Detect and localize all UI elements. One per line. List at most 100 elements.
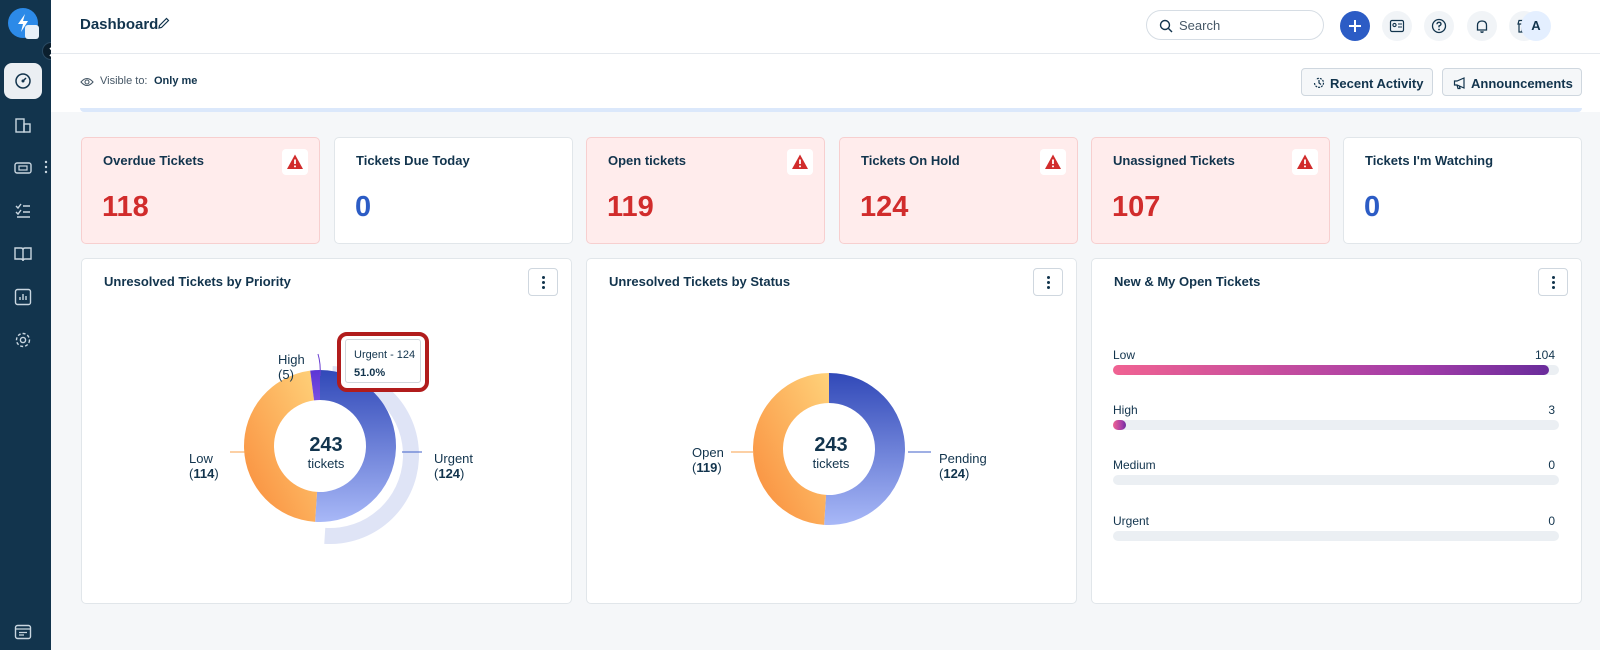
priority-donut — [244, 366, 420, 544]
bar-label: Urgent — [1113, 514, 1150, 528]
tooltip-percent: 51.0% — [354, 367, 386, 379]
slice-low[interactable] — [244, 370, 318, 522]
help-button[interactable] — [1424, 11, 1454, 41]
tasks-icon — [15, 203, 30, 218]
open-tickets-title: New & My Open Tickets — [1114, 274, 1261, 289]
sidebar-item-settings[interactable] — [4, 322, 42, 358]
sidebar — [0, 0, 60, 650]
recent-activity-icon — [1313, 77, 1325, 88]
bar-count: 3 — [1548, 403, 1555, 417]
help-icon — [1431, 18, 1447, 34]
stat-label: Tickets On Hold — [861, 153, 960, 168]
stat-card[interactable]: Tickets I'm Watching 0 — [1343, 137, 1582, 244]
logo-icon[interactable] — [8, 8, 38, 38]
sidebar-item-tickets[interactable] — [4, 150, 42, 186]
settings-icon — [15, 332, 31, 348]
priority-total-label: tickets — [307, 456, 345, 471]
bar-track — [1113, 475, 1559, 485]
avatar[interactable]: A — [1521, 11, 1551, 41]
stat-value: 119 — [607, 191, 654, 223]
edit-title-icon[interactable] — [157, 16, 171, 30]
announcements-button[interactable]: Announcements — [1442, 68, 1582, 96]
bell-icon — [1476, 20, 1488, 33]
priority-chart-menu-button[interactable] — [528, 268, 558, 296]
stat-card[interactable]: Unassigned Tickets 107 — [1091, 137, 1330, 244]
app-switcher-icon — [14, 624, 32, 640]
search-icon — [1159, 19, 1173, 33]
stat-label: Tickets Due Today — [356, 153, 470, 168]
sidebar-item-tasks[interactable] — [4, 193, 42, 229]
stat-value: 107 — [1112, 191, 1161, 223]
stat-card[interactable]: Overdue Tickets 118 — [81, 137, 320, 244]
alert-icon — [282, 149, 308, 175]
search-box[interactable] — [1146, 10, 1324, 40]
sidebar-item-dashboard[interactable] — [4, 63, 42, 99]
tickets-more-icon[interactable] — [44, 160, 48, 174]
add-new-button[interactable] — [1340, 11, 1370, 41]
notifications-button[interactable] — [1467, 11, 1497, 41]
open-tickets-card: New & My Open Tickets Low 104 High 3 Medium 0… — [1091, 258, 1582, 604]
slice-pending[interactable] — [824, 373, 906, 525]
low-slice-label: Low (114) — [189, 451, 219, 481]
bar-track — [1113, 531, 1559, 541]
sidebar-item-knowledge-base[interactable] — [4, 236, 42, 272]
logo-badge-icon — [25, 25, 39, 39]
bar-label: Medium — [1113, 458, 1156, 472]
sidebar-item-companies[interactable] — [4, 107, 42, 143]
open-slice-label: Open (119) — [692, 445, 724, 475]
open-tickets-menu-button[interactable] — [1538, 268, 1568, 296]
priority-chart-card: Unresolved Tickets by Priority — [81, 258, 572, 604]
status-total-label: tickets — [812, 456, 850, 471]
reports-icon — [14, 288, 32, 306]
bar-count: 0 — [1548, 514, 1555, 528]
pending-slice-label: Pending (124) — [939, 451, 987, 481]
bar-track — [1113, 420, 1559, 430]
plus-icon — [1349, 20, 1361, 32]
stat-card[interactable]: Tickets Due Today 0 — [334, 137, 573, 244]
contact-card-icon — [1389, 19, 1405, 33]
page-title: Dashboard — [80, 16, 159, 33]
status-donut — [753, 373, 906, 525]
bar-label: High — [1113, 403, 1138, 417]
slice-open[interactable] — [753, 373, 829, 525]
bar-track — [1113, 365, 1559, 375]
slice-hover-halo — [324, 366, 420, 544]
slice-urgent[interactable] — [315, 370, 397, 522]
stat-value: 0 — [355, 191, 372, 223]
visibility-value[interactable]: Only me — [154, 75, 198, 87]
sidebar-item-app-switcher[interactable] — [4, 614, 42, 650]
status-leader-lines — [731, 451, 931, 453]
stat-value: 0 — [1364, 191, 1381, 223]
stat-value: 118 — [102, 191, 149, 223]
alert-icon — [1292, 149, 1318, 175]
urgent-slice-label: Urgent (124) — [434, 451, 474, 481]
bar-fill — [1113, 420, 1126, 430]
stat-label: Overdue Tickets — [103, 153, 204, 168]
bar-fill — [1113, 365, 1549, 375]
companies-icon — [15, 118, 31, 133]
tooltip-category: Urgent - 124 — [354, 349, 416, 361]
stat-card[interactable]: Tickets On Hold 124 — [839, 137, 1078, 244]
bar-count: 0 — [1548, 458, 1555, 472]
knowledge-base-icon — [14, 247, 32, 262]
search-input[interactable] — [1179, 17, 1309, 34]
high-slice-label: High (5) — [278, 352, 305, 382]
status-chart-menu-button[interactable] — [1033, 268, 1063, 296]
tickets-icon — [14, 162, 32, 174]
recent-activity-button[interactable]: Recent Activity — [1301, 68, 1433, 96]
stat-card[interactable]: Open tickets 119 — [586, 137, 825, 244]
alert-icon — [1040, 149, 1066, 175]
dashboard-subbar: Visible to: Only me Recent Activity Anno… — [51, 54, 1600, 112]
status-chart-title: Unresolved Tickets by Status — [609, 274, 791, 289]
slice-high[interactable] — [310, 370, 320, 401]
sidebar-item-reports[interactable] — [4, 279, 42, 315]
visibility-label: Visible to: — [100, 75, 148, 87]
priority-total: 243 — [309, 434, 343, 456]
alert-icon — [787, 149, 813, 175]
stat-label: Tickets I'm Watching — [1365, 153, 1494, 168]
contacts-button[interactable] — [1382, 11, 1412, 41]
subbar-divider — [80, 108, 1582, 112]
priority-leader-lines — [230, 451, 422, 453]
bar-count: 104 — [1534, 348, 1555, 362]
chart-tooltip: Urgent - 124 51.0% — [337, 332, 429, 392]
